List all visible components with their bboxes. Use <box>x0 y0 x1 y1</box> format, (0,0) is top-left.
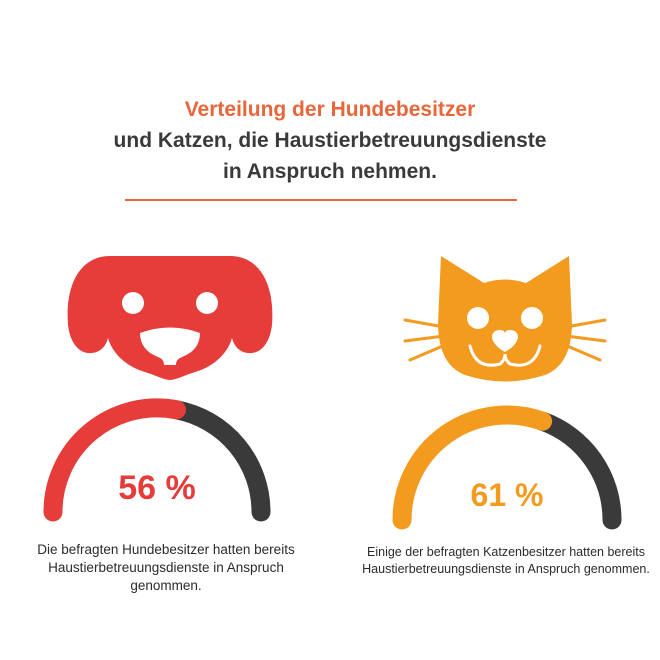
dog-gauge-track <box>167 400 271 522</box>
title-line-2: und Katzen, die Haustierbetreuungsdienst… <box>113 129 547 152</box>
dog-gauge-value-label: 56 % <box>118 469 196 507</box>
cat-caption: Einige der befragten Katzenbesitzer hatt… <box>362 545 650 576</box>
dog-gauge-value-arc <box>43 398 186 522</box>
cat-gauge-value-arc <box>392 405 553 530</box>
cat-gauge-track <box>533 411 622 530</box>
dog-caption: Die befragten Hundebesitzer hatten berei… <box>37 542 295 593</box>
dog-face-icon <box>67 256 273 380</box>
cat-face-icon <box>403 256 607 382</box>
title-divider <box>125 199 517 201</box>
cat-gauge-value-label: 61 % <box>471 477 544 513</box>
title-line-1: Verteilung der Hundebesitzer <box>184 98 476 121</box>
title-line-3: in Anspruch nehmen. <box>223 160 437 183</box>
